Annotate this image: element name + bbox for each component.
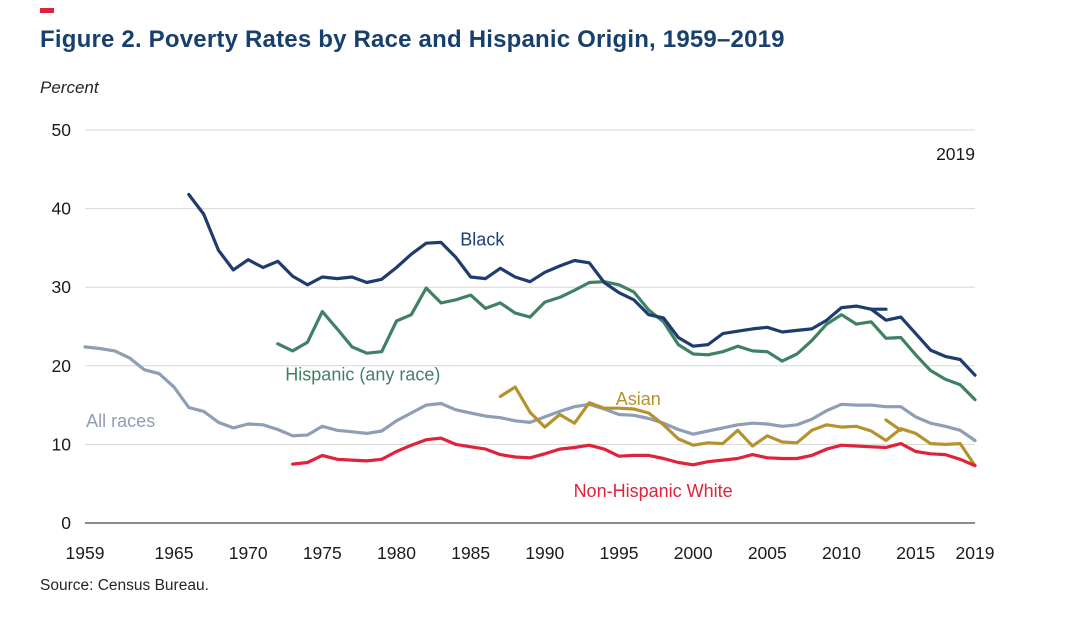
series-line-all-races <box>83 345 977 443</box>
year-annotation: 2019 <box>936 144 975 164</box>
y-tick-label: 20 <box>52 356 72 376</box>
x-tick-label: 2005 <box>748 543 787 563</box>
series-line-hispanic <box>276 280 977 402</box>
series-line-asian <box>498 385 977 468</box>
x-tick-label: 2000 <box>674 543 713 563</box>
x-tick-label: 1959 <box>66 543 105 563</box>
series-label-asian: Asian <box>616 389 661 409</box>
x-tick-label: 2010 <box>822 543 861 563</box>
figure-title: Figure 2. Poverty Rates by Race and Hisp… <box>40 26 785 53</box>
break-segment-asian <box>884 418 903 432</box>
source-note: Source: Census Bureau. <box>40 577 209 594</box>
series-line-black <box>187 192 977 377</box>
series-line-non-hispanic-white <box>291 436 977 468</box>
x-tick-label: 2019 <box>956 543 995 563</box>
x-tick-label: 1980 <box>377 543 416 563</box>
chart-svg: 0 10 20 30 40 50 1959 1965 1970 1975 1980 1985 1990 1… <box>52 120 995 563</box>
figure-accent-mark <box>40 8 54 13</box>
y-tick-label: 0 <box>61 513 71 533</box>
series-label-all-races: All races <box>86 411 155 431</box>
x-tick-label: 1975 <box>303 543 342 563</box>
x-tick-label: 1985 <box>451 543 490 563</box>
x-tick-label: 1995 <box>600 543 639 563</box>
series-label-black: Black <box>460 230 505 250</box>
x-tick-label: 1970 <box>229 543 268 563</box>
y-axis-unit-label: Percent <box>40 78 99 97</box>
y-tick-label: 50 <box>52 120 72 140</box>
y-tick-label: 40 <box>52 199 72 219</box>
x-tick-label: 2015 <box>896 543 935 563</box>
y-tick-label: 10 <box>52 434 72 454</box>
x-tick-label: 1965 <box>155 543 194 563</box>
series-label-hispanic: Hispanic (any race) <box>285 365 440 385</box>
x-tick-label: 1990 <box>525 543 564 563</box>
series-label-non-hispanic-white: Non-Hispanic White <box>574 481 733 501</box>
y-tick-label: 30 <box>52 277 72 297</box>
